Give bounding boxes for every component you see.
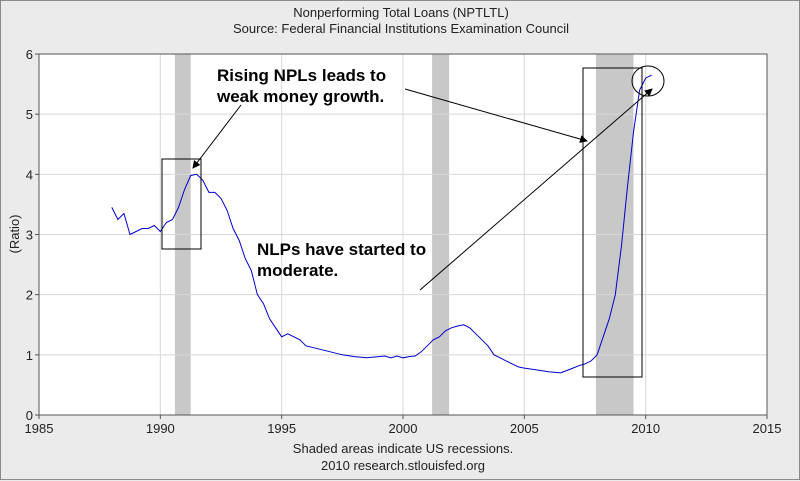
arrow-to-1991 — [192, 104, 242, 169]
annotation-top-line-1: Rising NPLs leads to — [217, 66, 386, 85]
y-tick-label-3: 3 — [26, 228, 33, 243]
x-tick-label-1990: 1990 — [146, 421, 175, 436]
y-tick-label-6: 6 — [26, 47, 33, 62]
y-tick-label-4: 4 — [26, 167, 33, 182]
annotation-mid-line-2: moderate. — [257, 261, 338, 280]
y-tick-label-5: 5 — [26, 107, 33, 122]
highlight-box-1991 — [161, 158, 202, 250]
footer-source: 2010 research.stlouisfed.org — [321, 458, 485, 473]
arrow-to-2008-box — [404, 88, 588, 143]
chart-subtitle: Source: Federal Financial Institutions E… — [233, 21, 569, 36]
y-tick-label-2: 2 — [26, 288, 33, 303]
y-axis-label: (Ratio) — [7, 214, 22, 253]
x-tick-label-2010: 2010 — [631, 421, 660, 436]
chart-title: Nonperforming Total Loans (NPTLTL) — [293, 5, 509, 20]
annotation-top-line-2: weak money growth. — [216, 87, 384, 106]
axis-ticks: 1985 1990 1995 2000 2005 2010 2015 0 1 2 3 4 5 6 — [25, 47, 782, 436]
x-tick-label-1995: 1995 — [267, 421, 296, 436]
annotation-mid-line-1: NLPs have started to — [257, 240, 426, 259]
x-tick-label-1985: 1985 — [25, 421, 54, 436]
y-tick-label-0: 0 — [26, 408, 33, 423]
y-tick-label-1: 1 — [26, 348, 33, 363]
highlight-box-2008 — [582, 67, 643, 378]
footer-recession-note: Shaded areas indicate US recessions. — [293, 441, 513, 456]
x-tick-label-2005: 2005 — [510, 421, 539, 436]
series-line — [111, 74, 652, 374]
x-tick-label-2000: 2000 — [389, 421, 418, 436]
x-tick-label-2015: 2015 — [753, 421, 782, 436]
arrow-to-2010-peak — [419, 88, 653, 291]
